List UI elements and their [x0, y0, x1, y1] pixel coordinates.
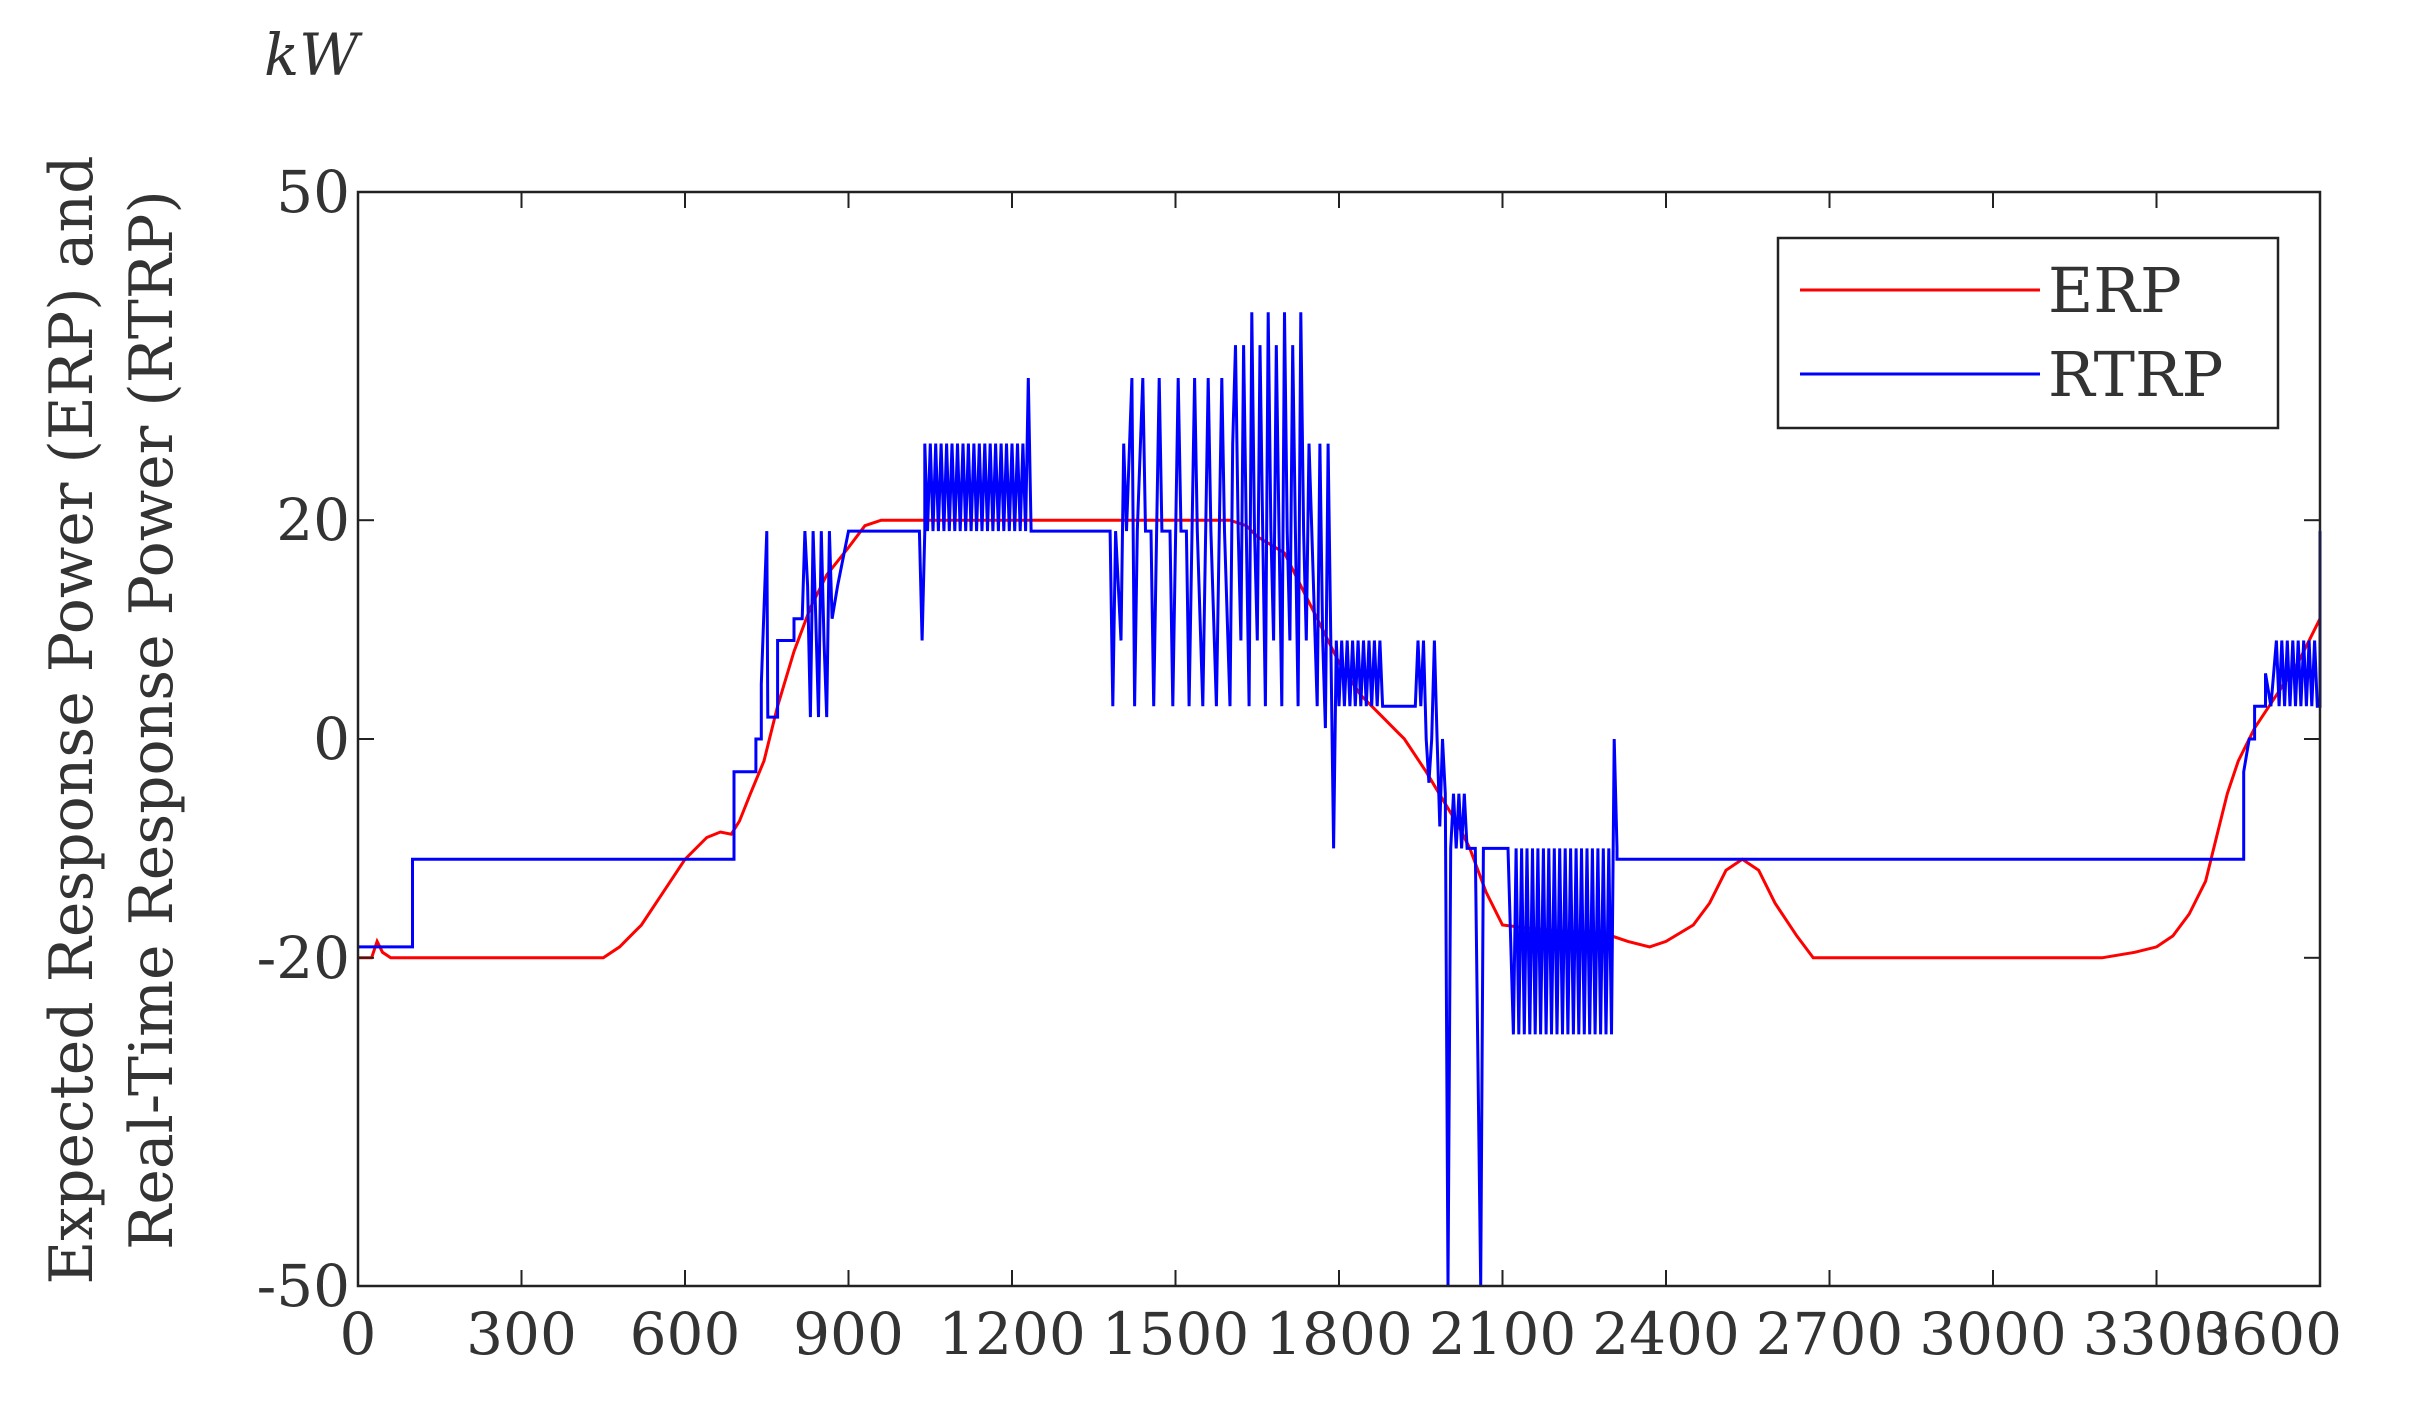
y-tick-label: -50 [257, 1252, 350, 1320]
y-tick-label: -20 [257, 924, 350, 992]
y-tick-label: 20 [276, 486, 350, 554]
y-axis-title-line-1: Expected Response Power (ERP) and [37, 155, 107, 1284]
plot-series [358, 312, 2322, 1287]
y-axis-title-line-2: Real-Time Response Power (RTRP) [117, 190, 187, 1250]
legend-label-rtrp: RTRP [2048, 338, 2223, 411]
legend: ERP RTRP [1776, 236, 2280, 430]
series-line-rtrp [358, 312, 2322, 1287]
series-line-erp [358, 518, 2322, 960]
x-tick-label: 300 [466, 1300, 577, 1368]
x-tick-label: 600 [630, 1300, 741, 1368]
x-axis: 0 300 600 900 1200 1500 1800 2100 2400 2700 3000 33… [340, 192, 2342, 1368]
x-tick-label: 1800 [1265, 1300, 1413, 1368]
y-axis-title: Expected Response Power (ERP) and Real-T… [37, 155, 187, 1284]
y-tick-label: 0 [313, 705, 350, 773]
x-tick-label: 900 [793, 1300, 904, 1368]
x-tick-label: 1500 [1102, 1300, 1250, 1368]
legend-label-erp: ERP [2048, 254, 2182, 327]
y-axis: -50 -20 0 20 50 [257, 158, 2320, 1320]
y-unit-label: kW [264, 21, 363, 89]
x-tick-label: 3300 [2083, 1300, 2231, 1368]
y-tick-label: 50 [276, 158, 350, 226]
x-tick-label: 2400 [1592, 1300, 1740, 1368]
x-tick-label: 0 [340, 1300, 377, 1368]
x-tick-label: 3600 [2194, 1300, 2342, 1368]
x-tick-label: 2700 [1756, 1300, 1904, 1368]
x-tick-label: 2100 [1429, 1300, 1577, 1368]
legend-box [1776, 236, 2280, 430]
x-tick-label: 1200 [938, 1300, 1086, 1368]
x-tick-label: 3000 [1919, 1300, 2067, 1368]
